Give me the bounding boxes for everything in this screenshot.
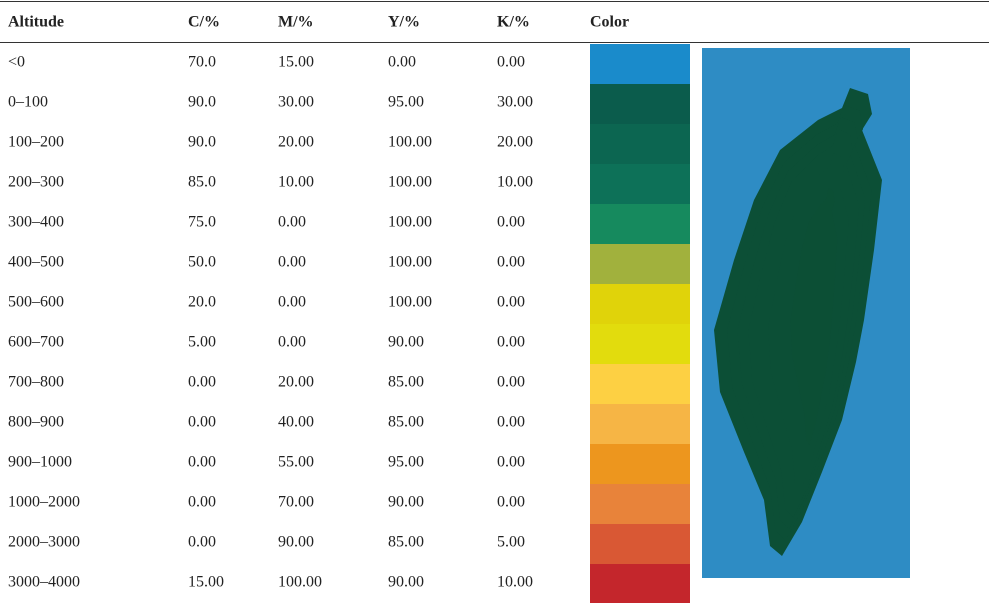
cell: 70.00 [278,494,314,511]
cell: 90.0 [188,94,216,111]
cell: <0 [8,54,25,71]
cell: 90.00 [388,574,424,591]
cell: 90.00 [278,534,314,551]
cell: 20.0 [188,294,216,311]
color-swatch [590,364,690,404]
cell: 15.00 [188,574,224,591]
cell: 100–200 [8,134,64,151]
color-swatch [590,84,690,124]
cell: 100.00 [388,254,432,271]
header-cell: Altitude [8,14,64,31]
cell: 10.00 [278,174,314,191]
cell: 100.00 [388,294,432,311]
cell: 40.00 [278,414,314,431]
color-swatch [590,404,690,444]
cell: 0.00 [497,294,525,311]
cell: 0.00 [278,214,306,231]
cell: 5.00 [188,334,216,351]
cell: 5.00 [497,534,525,551]
cell: 0.00 [497,214,525,231]
page: Altitude C/% M/% Y/% K/% Color <0 70.0 15.00 0.00… [0,0,989,603]
color-swatch [590,44,690,84]
header-cell: Color [590,14,629,31]
header-cell: K/% [497,14,530,31]
cell: 100.00 [388,214,432,231]
cell: 0.00 [188,534,216,551]
cell: 1000–2000 [8,494,80,511]
cell: 200–300 [8,174,64,191]
cell: 85.00 [388,414,424,431]
cell: 85.0 [188,174,216,191]
header-cell: M/% [278,14,314,31]
color-swatch [590,164,690,204]
cell: 30.00 [497,94,533,111]
cell: 0.00 [278,334,306,351]
cell: 15.00 [278,54,314,71]
color-swatch [590,564,690,603]
cell: 100.00 [278,574,322,591]
cell: 0.00 [278,254,306,271]
cell: 0.00 [388,54,416,71]
cell: 100.00 [388,134,432,151]
cell: 95.00 [388,94,424,111]
cell: 20.00 [497,134,533,151]
cell: 0.00 [188,374,216,391]
cell: 3000–4000 [8,574,80,591]
color-swatch [590,204,690,244]
cell: 30.00 [278,94,314,111]
color-swatch [590,524,690,564]
cell: 55.00 [278,454,314,471]
cell: 0.00 [497,54,525,71]
cell: 700–800 [8,374,64,391]
color-swatch [590,124,690,164]
header-cell: Y/% [388,14,420,31]
cell: 0.00 [497,374,525,391]
cell: 0.00 [497,254,525,271]
color-swatch [590,484,690,524]
cell: 400–500 [8,254,64,271]
map-image [702,48,910,578]
cell: 0.00 [497,494,525,511]
cell: 50.0 [188,254,216,271]
cell: 20.00 [278,134,314,151]
color-swatch [590,444,690,484]
cell: 85.00 [388,374,424,391]
cell: 300–400 [8,214,64,231]
cell: 0.00 [188,414,216,431]
cell: 95.00 [388,454,424,471]
cell: 0.00 [188,454,216,471]
cell: 0.00 [278,294,306,311]
cell: 600–700 [8,334,64,351]
cell: 900–1000 [8,454,72,471]
cell: 100.00 [388,174,432,191]
header-cell: C/% [188,14,220,31]
cell: 10.00 [497,174,533,191]
color-swatch [590,324,690,364]
color-swatch [590,244,690,284]
cell: 0.00 [497,454,525,471]
cell: 90.00 [388,334,424,351]
cell: 2000–3000 [8,534,80,551]
cell: 0–100 [8,94,48,111]
cell: 0.00 [497,334,525,351]
table: Altitude C/% M/% Y/% K/% Color <0 70.0 15.00 0.00… [0,0,989,603]
cell: 10.00 [497,574,533,591]
cell: 500–600 [8,294,64,311]
cell: 90.0 [188,134,216,151]
cell: 75.0 [188,214,216,231]
cell: 90.00 [388,494,424,511]
color-swatch [590,284,690,324]
cell: 70.0 [188,54,216,71]
cell: 20.00 [278,374,314,391]
cell: 0.00 [188,494,216,511]
cell: 800–900 [8,414,64,431]
cell: 85.00 [388,534,424,551]
cell: 0.00 [497,414,525,431]
